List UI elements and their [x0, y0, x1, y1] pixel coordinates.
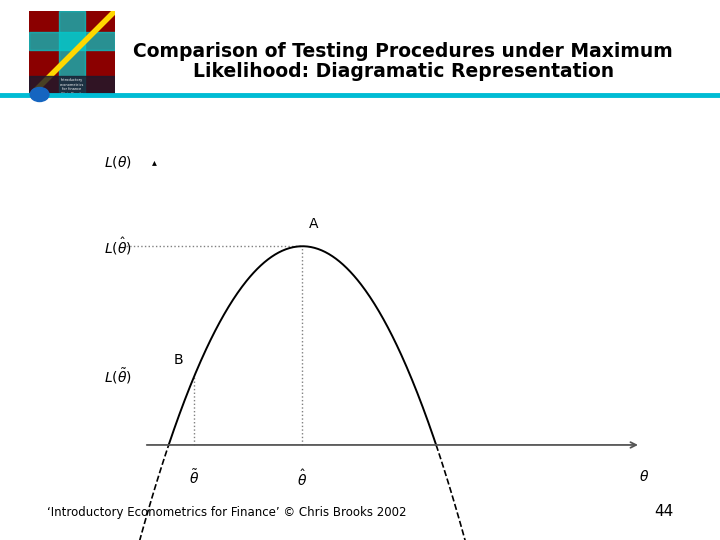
Text: $\theta$: $\theta$ [639, 469, 649, 484]
Text: Comparison of Testing Procedures under Maximum: Comparison of Testing Procedures under M… [133, 42, 673, 61]
Text: Introductory
econometrics
for finance
Chris Brooks: Introductory econometrics for finance Ch… [60, 78, 84, 96]
Text: $\tilde{\theta}$: $\tilde{\theta}$ [189, 469, 199, 487]
Text: $L(\tilde{\theta})$: $L(\tilde{\theta})$ [104, 366, 132, 386]
Text: B: B [174, 353, 184, 367]
Text: 44: 44 [654, 504, 673, 519]
Text: $L(\hat{\theta})$: $L(\hat{\theta})$ [104, 235, 132, 257]
Text: ‘Introductory Econometrics for Finance’ © Chris Brooks 2002: ‘Introductory Econometrics for Finance’ … [47, 507, 406, 519]
Text: $\blacktriangle$: $\blacktriangle$ [151, 158, 158, 168]
Text: $\hat{\theta}$: $\hat{\theta}$ [297, 469, 307, 489]
Bar [29, 32, 115, 50]
Text: Likelihood: Diagramatic Representation: Likelihood: Diagramatic Representation [193, 62, 613, 82]
Bar [29, 76, 115, 97]
Text: $L(\theta)$: $L(\theta)$ [104, 154, 132, 170]
Text: A: A [308, 217, 318, 231]
Bar [59, 11, 85, 97]
